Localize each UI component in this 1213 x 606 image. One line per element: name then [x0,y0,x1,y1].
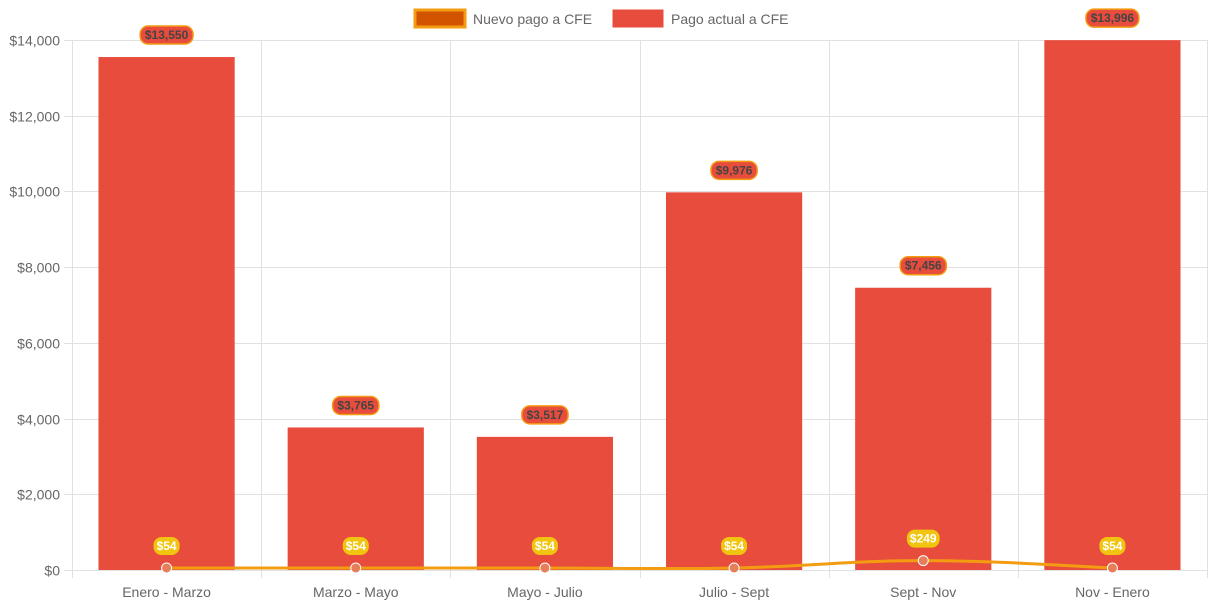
bar-label-bg [899,255,948,276]
x-tick-label-enero-marzo: Enero - Marzo [122,584,211,600]
point-julio-sept[interactable] [728,562,740,574]
bar-data-label-mayo-julio: $3,517 [527,408,564,422]
bar-data-label-sept-nov: $7,456 [905,259,942,273]
line-data-label-enero-marzo: $54 [157,539,177,553]
bar-label-bg [521,405,569,425]
x-tick-label-mayo-julio: Mayo - Julio [507,584,583,600]
bar-enero-marzo[interactable] [98,57,235,571]
y-tick-label: $4,000 [17,412,60,428]
x-tick-label-julio-sept: Julio - Sept [699,584,769,600]
data-label-layer: $13,550 $3,765 $3,517 $9,976 $7,456 $13,996 $5… [139,8,1140,555]
point-marzo-mayo[interactable] [350,562,362,574]
y-tick-label: $6,000 [17,336,60,352]
y-tick-label: $2,000 [17,487,60,503]
line-data-label-nov-enero: $54 [1102,539,1122,553]
y-tick-label: $0 [44,563,60,579]
bar-julio-sept[interactable] [665,192,803,570]
bar-sept-nov[interactable] [855,287,992,570]
line-series-layer [161,555,1118,574]
point-enero-marzo[interactable] [161,562,173,574]
bar-label-bg [331,395,380,416]
legend-label-nuevo-pago[interactable]: Nuevo pago a CFE [473,11,592,27]
legend-swatch-pago-actual[interactable] [612,9,664,28]
bar-label-bg [139,25,194,45]
line-label-bg [906,529,940,548]
grid-layer [64,40,1208,578]
legend-swatch-nuevo-pago[interactable] [413,8,467,29]
y-tick-label: $10,000 [9,184,60,200]
bar-label-bg [710,160,758,181]
legend: Nuevo pago a CFE Pago actual a CFE [413,8,789,29]
bar-data-label-julio-sept: $9,976 [716,163,753,177]
line-data-label-mayo-julio: $54 [535,539,555,553]
x-tick-label-sept-nov: Sept - Nov [890,584,956,600]
line-data-label-julio-sept: $54 [724,539,744,553]
bar-nov-enero[interactable] [1044,40,1181,570]
x-tick-label-marzo-mayo: Marzo - Mayo [313,584,399,600]
line-label-bg [1099,536,1126,555]
bar-data-label-nov-enero: $13,996 [1091,11,1135,25]
legend-label-pago-actual[interactable]: Pago actual a CFE [671,11,789,27]
axis-layer: $0 $2,000 $4,000 $6,000 $8,000 $10,000 $12,000… [9,33,1150,601]
point-mayo-julio[interactable] [539,562,551,574]
line-nuevo-pago [166,559,1113,571]
point-nov-enero[interactable] [1106,562,1118,574]
line-label-bg [153,536,180,555]
line-label-bg [531,536,558,555]
line-label-bg [342,536,369,555]
bar-label-bg [1085,8,1140,28]
y-tick-label: $12,000 [9,109,60,125]
line-label-bg [721,536,748,555]
line-data-label-marzo-mayo: $54 [346,539,366,553]
point-sept-nov[interactable] [917,555,929,567]
y-tick-label: $8,000 [17,260,60,276]
bar-data-label-marzo-mayo: $3,765 [337,398,374,412]
bar-data-label-enero-marzo: $13,550 [145,28,189,42]
y-tick-label: $14,000 [9,33,60,49]
line-data-label-sept-nov: $249 [910,532,937,546]
x-tick-label-nov-enero: Nov - Enero [1075,584,1150,600]
